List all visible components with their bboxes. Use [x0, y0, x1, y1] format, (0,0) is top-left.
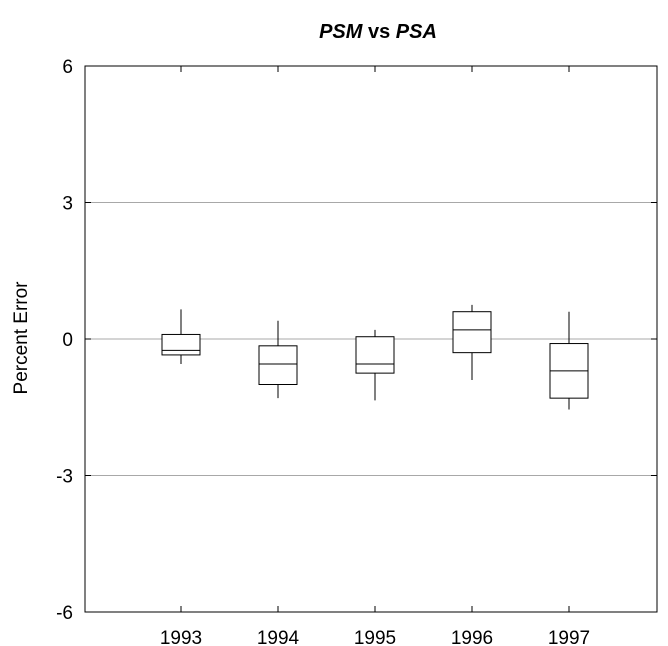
y-axis-label: Percent Error: [11, 281, 32, 395]
x-tick-label: 1993: [160, 628, 202, 646]
x-tick-label: 1997: [548, 628, 590, 646]
box-1996: [452, 304, 492, 380]
plot-frame: [84, 65, 658, 613]
box-1997: [549, 311, 589, 410]
box-iqr: [258, 345, 298, 386]
axis-ticks: 6 3 0 -3 -6 1993 1994 1995 1996 1997: [56, 57, 657, 646]
y-tick-label: -6: [56, 603, 73, 624]
title-part-psa: PSA: [396, 21, 437, 43]
box-iqr: [452, 311, 492, 354]
y-tick-label: 6: [62, 57, 73, 78]
y-tick-label: 3: [62, 194, 73, 215]
x-tick-label: 1994: [257, 628, 300, 646]
x-tick-label: 1996: [451, 628, 493, 646]
box-iqr: [355, 336, 395, 374]
box-1994: [258, 320, 298, 399]
y-tick-label: 0: [62, 330, 73, 351]
y-tick-label: -3: [56, 467, 73, 488]
chart-title: PSM vs PSA: [319, 21, 437, 43]
box-1995: [355, 329, 395, 401]
box-iqr: [161, 333, 201, 356]
box-1993: [161, 309, 201, 365]
title-part-vs: vs: [362, 21, 395, 43]
x-tick-label: 1995: [354, 628, 396, 646]
title-part-psm: PSM: [319, 21, 364, 43]
boxes-group: [161, 304, 589, 410]
